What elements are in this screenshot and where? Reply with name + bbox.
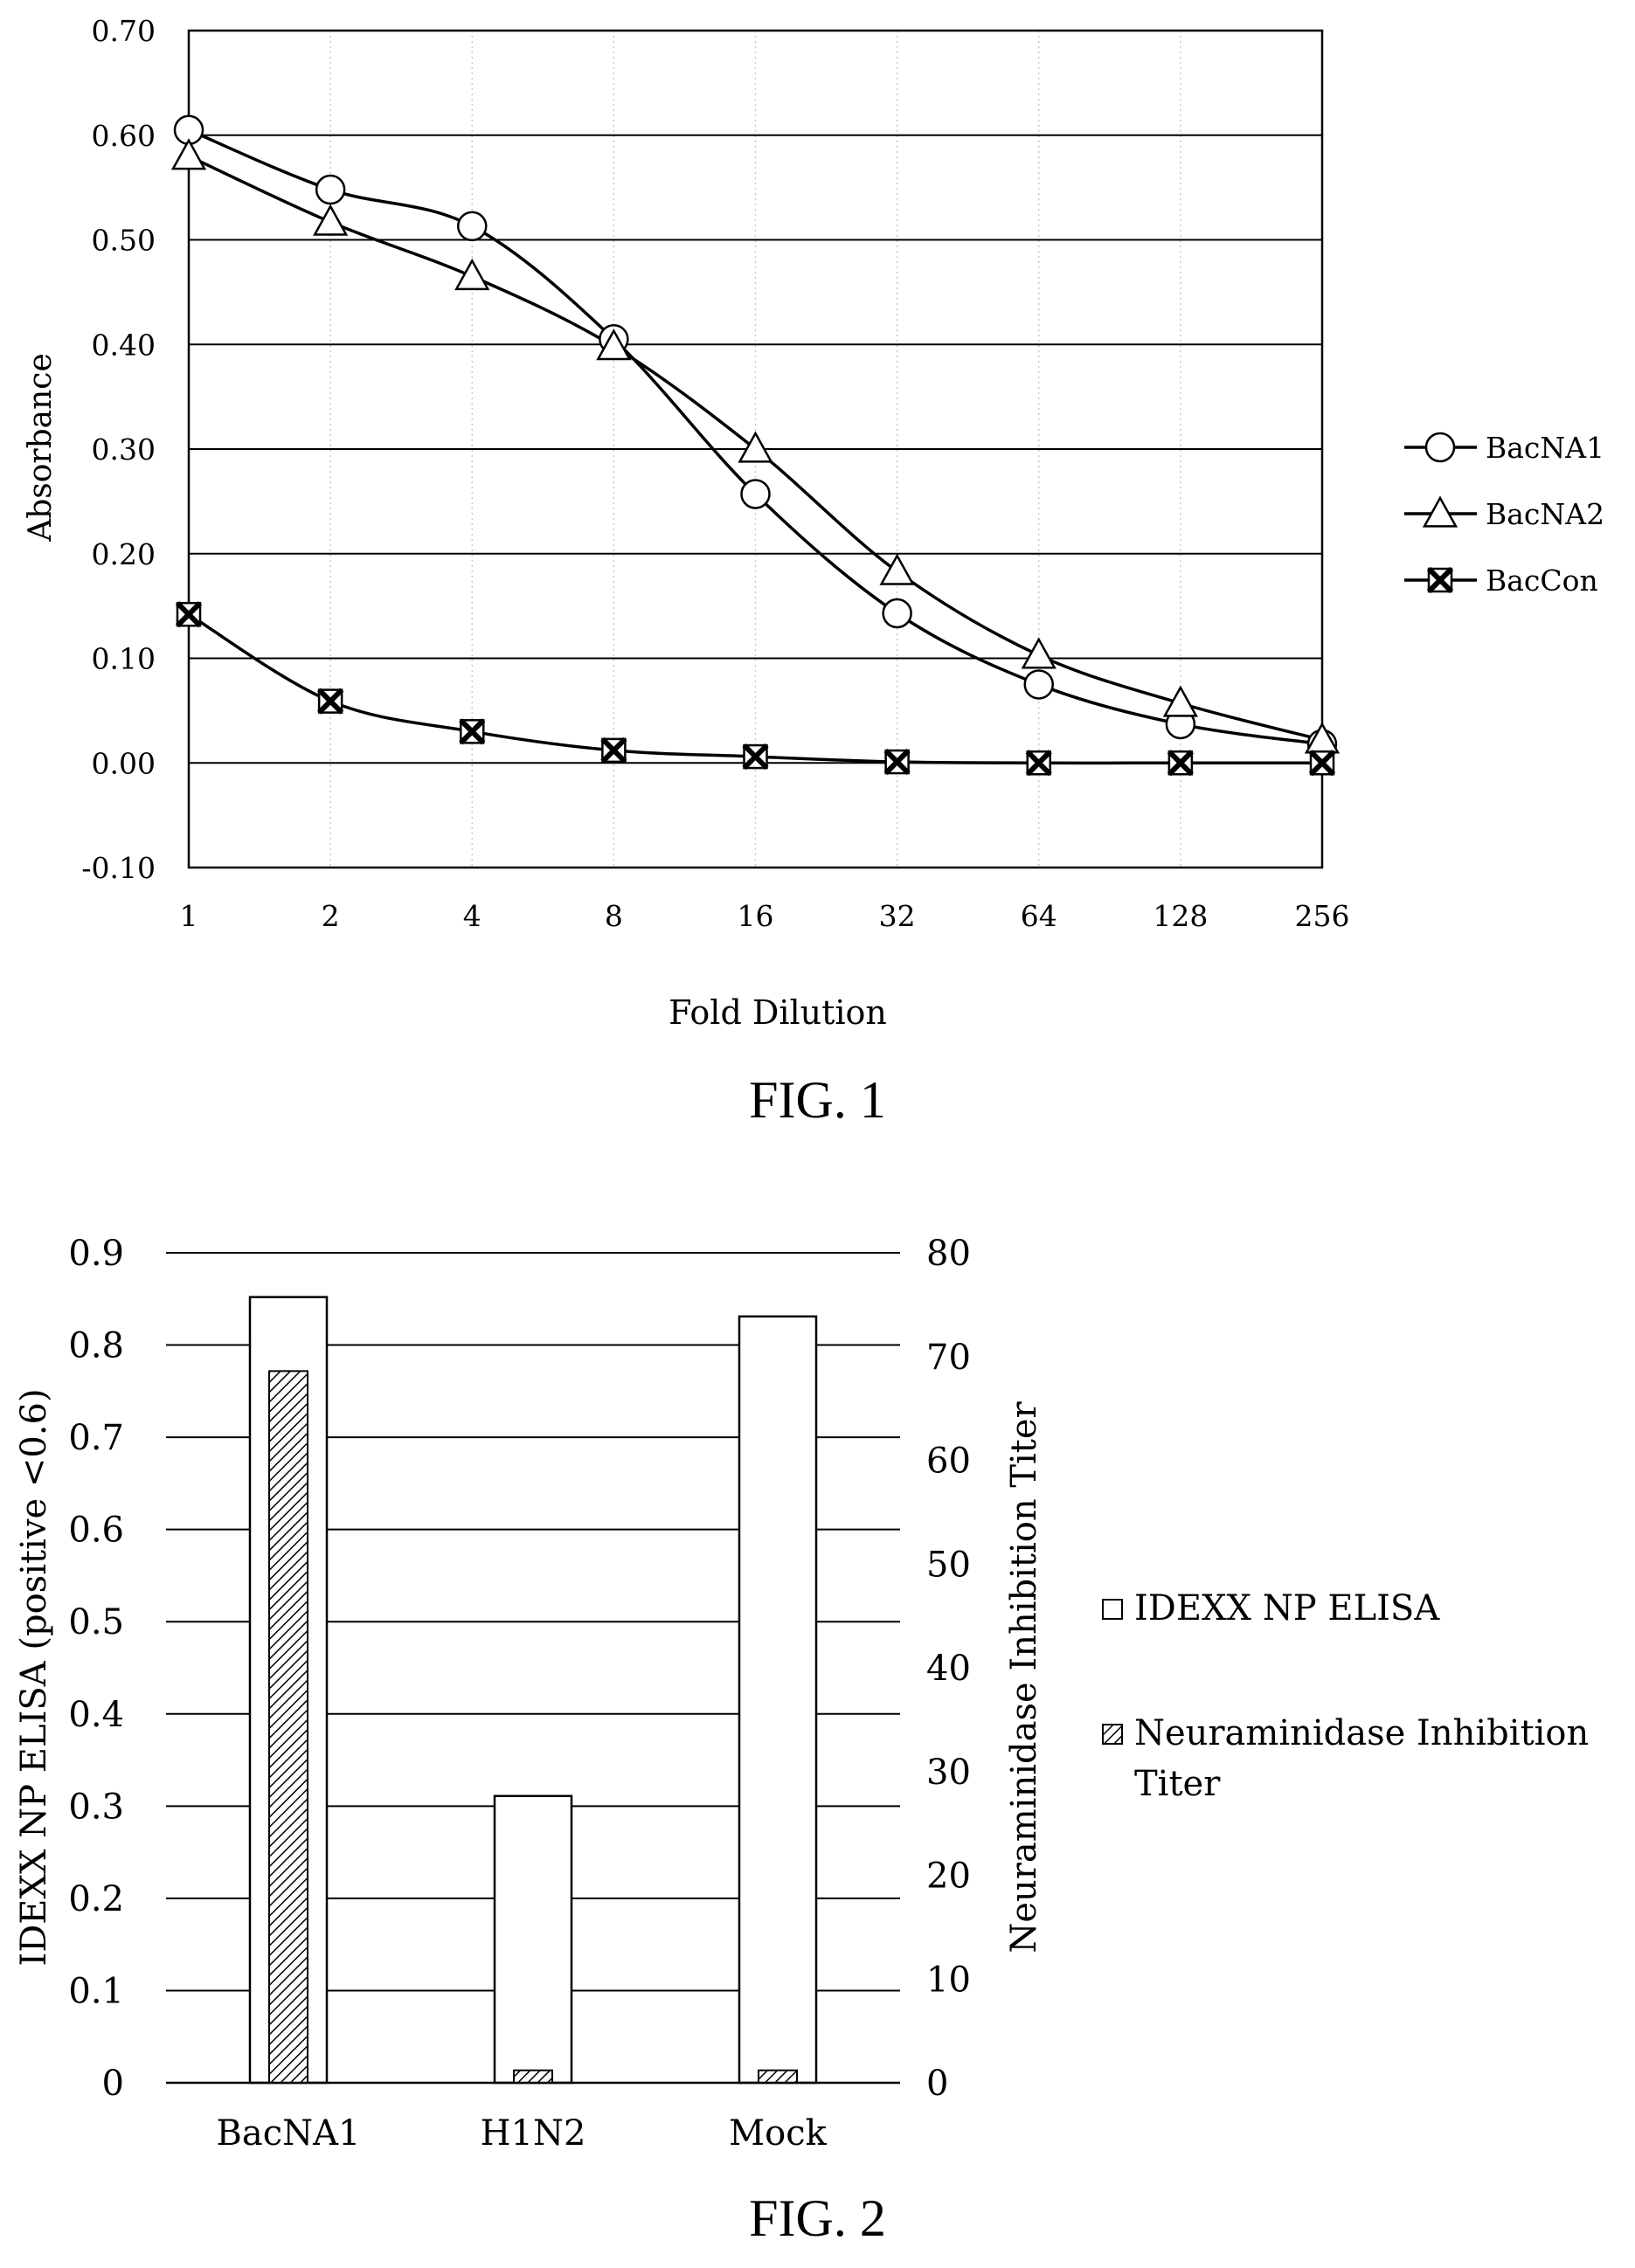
y-tick-label: 0.3 [68,1787,124,1827]
x-tick-label: 32 [879,899,916,933]
legend-idexx-np-elisa-label: IDEXX NP ELISA [1134,1588,1440,1628]
y-tick-label: 0.00 [92,746,156,780]
legend-bacna2-label: BacNA2 [1486,497,1604,531]
series-baccon-line [188,612,1322,765]
x-tick-label: 4 [463,899,481,933]
series-baccon-point [1167,750,1195,777]
series-bacna2-point [1021,637,1057,669]
series-bacna1-point [740,479,771,509]
y2-tick-label: 0 [926,2064,948,2104]
y-tick-label: 0.9 [68,1234,124,1274]
x-tick-label: 2 [322,899,340,933]
y2-tick-label: 30 [926,1753,971,1793]
y2-tick-label: 70 [926,1338,971,1378]
x-axis-title: Fold Dilution [669,993,887,1032]
series-bacna2-point [454,258,490,291]
series-bacna2-point [596,328,632,361]
y-tick-label: 0.4 [68,1695,124,1735]
legend-baccon-label: BacCon [1486,564,1598,598]
y-tick-label: 0.40 [92,328,156,362]
series-bacna2-point [879,553,915,585]
y2-tick-label: 80 [926,1234,971,1274]
y-tick-label: 0.70 [92,14,156,48]
x-tick-label: 1 [180,899,198,933]
y-tick-label: 0.5 [68,1602,124,1642]
y-axis-title: IDEXX NP ELISA (positive <0.6) [14,1388,54,1966]
line-chart-absorbance: -0.10 0.00 0.10 0.20 0.30 0.40 0.50 0.60 0.70 1 2 4… [23,14,1604,1032]
legend-bacna1-point [1424,432,1456,463]
series-baccon-point [742,743,769,771]
series-bacna1-point [1023,669,1054,700]
bar-neuraminidase-inhibition-titer [268,1370,308,2084]
series-bacna2-point [313,204,349,236]
x-tick-label: Mock [729,2113,827,2154]
y2-tick-label: 20 [926,1857,971,1897]
series-bacna2-point [738,431,773,463]
y2-axis-title: Neuraminidase Inhibition Titer [1004,1400,1044,1953]
legend-neuraminidase-label-line2: Titer [1134,1764,1221,1804]
figure-1-caption: FIG. 1 [749,1071,886,1129]
series-baccon-point [883,748,911,776]
y-tick-label: 0.8 [68,1326,124,1366]
series-baccon-point [1025,750,1052,777]
series-baccon-point [175,601,203,628]
legend-neuraminidase-swatch [1102,1724,1123,1745]
plot-frame [187,29,1324,869]
y-tick-label: 0.6 [68,1511,124,1551]
legend-idexx-np-elisa-swatch [1102,1599,1123,1620]
series-bacna2-point [170,138,207,170]
x-tick-label: 16 [738,899,774,933]
bar-idexx-np-elisa [493,1794,573,2085]
legend-bacna2-point [1422,495,1458,528]
y-axis-title: Absorbance [23,353,59,543]
bar-idexx-np-elisa [738,1315,818,2085]
series-baccon-point [459,718,486,745]
bar-neuraminidase-inhibition-titer [513,2069,553,2084]
y2-tick-label: 50 [926,1545,971,1585]
y-tick-label: 0.30 [92,432,156,467]
y-tick-label: 0.2 [68,1879,124,1919]
legend-neuraminidase-label-line1: Neuraminidase Inhibition [1134,1713,1589,1753]
x-tick-label: 8 [605,899,623,933]
y-tick-label: 0.50 [92,224,156,258]
x-tick-label: BacNA1 [217,2113,361,2154]
legend-bacna1-label: BacNA1 [1486,431,1604,465]
series-baccon-point [317,688,344,715]
y-tick-label: -0.10 [81,851,156,885]
y2-tick-label: 60 [926,1442,971,1482]
series-bacna2-point [1162,685,1198,717]
figure-2-caption: FIG. 2 [749,2189,886,2247]
y-tick-label: 0.10 [92,642,156,676]
y-tick-label: 0.60 [92,119,156,153]
bar-idexx-np-elisa [248,1296,329,2085]
legend-baccon-point [1426,566,1454,594]
y2-tick-label: 10 [926,1960,971,2000]
x-tick-label: H1N2 [481,2113,586,2154]
y2-tick-label: 40 [926,1649,971,1689]
series-baccon-point [1308,750,1336,777]
series-bacna1-point [315,174,346,205]
x-tick-label: 256 [1295,899,1350,933]
y-tick-label: 0.20 [92,537,156,571]
series-bacna1-point [882,598,912,629]
bar-neuraminidase-inhibition-titer [758,2069,798,2084]
series-baccon-point [600,736,627,764]
y-tick-label: 0.1 [68,1971,124,2011]
y-tick-label: 0 [102,2064,124,2104]
x-tick-label: 64 [1021,899,1057,933]
x-tick-label: 128 [1153,899,1208,933]
y-tick-label: 0.7 [68,1418,124,1458]
series-bacna1-point [457,211,488,242]
